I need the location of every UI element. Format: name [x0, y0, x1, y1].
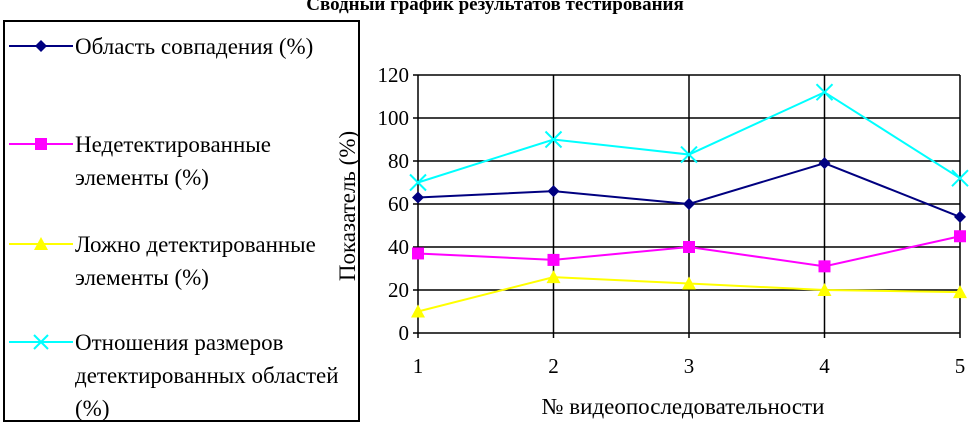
x-tick-label: 1 — [413, 354, 424, 378]
legend-marker-diamond — [9, 40, 73, 52]
legend-label-overlap: Область совпадения (%) — [75, 34, 314, 59]
legend-marker-square — [9, 138, 73, 150]
data-point-s3-3 — [682, 276, 696, 290]
x-tick-label: 2 — [548, 354, 559, 378]
x-tick-label: 4 — [819, 354, 830, 378]
data-point-s2-4 — [818, 260, 831, 273]
y-tick-label: 80 — [388, 149, 409, 173]
y-tick-label: 0 — [399, 321, 410, 345]
y-tick-label: 120 — [378, 63, 410, 87]
data-point-s2-1 — [412, 247, 424, 260]
data-point-s1-4 — [818, 157, 831, 170]
data-point-s2-2 — [547, 253, 560, 266]
data-point-s4-1 — [409, 173, 427, 192]
data-point-s1-2 — [547, 185, 560, 198]
data-point-s2-3 — [683, 241, 695, 253]
data-point-s1-1 — [412, 191, 424, 204]
y-axis-title: Показатель (%) — [335, 131, 360, 281]
data-point-s3-2 — [546, 270, 561, 284]
legend: Область совпадения (%) Недетектированные… — [3, 20, 360, 422]
x-axis-title: № видеопоследовательности — [542, 394, 825, 419]
data-point-s4-4 — [815, 83, 834, 101]
data-point-s4-5 — [951, 169, 969, 187]
chart-title: Сводный график результатов тестирования — [306, 0, 684, 15]
y-tick-label: 60 — [388, 192, 409, 216]
data-point-s4-3 — [680, 145, 698, 164]
data-point-s2-5 — [954, 230, 966, 243]
legend-label-undetected: Недетектированные элементы (%) — [75, 132, 271, 190]
data-point-s1-3 — [683, 198, 695, 210]
data-point-s3-1 — [411, 304, 425, 318]
legend-marker-x — [9, 334, 73, 350]
y-tick-label: 100 — [378, 106, 410, 130]
legend-marker-triangle — [9, 237, 73, 250]
legend-label-size-ratio: Отношения размеров детектированных облас… — [75, 330, 339, 421]
legend-label-false-detected: Ложно детектированные элементы (%) — [75, 232, 316, 290]
x-tick-label: 3 — [684, 354, 695, 378]
y-tick-label: 20 — [388, 278, 409, 302]
data-point-s1-5 — [954, 210, 966, 223]
data-point-s4-2 — [544, 130, 563, 149]
y-tick-label: 40 — [388, 235, 409, 259]
data-point-s3-4 — [817, 283, 832, 296]
data-point-s3-5 — [953, 285, 967, 299]
x-tick-label: 5 — [955, 354, 966, 378]
